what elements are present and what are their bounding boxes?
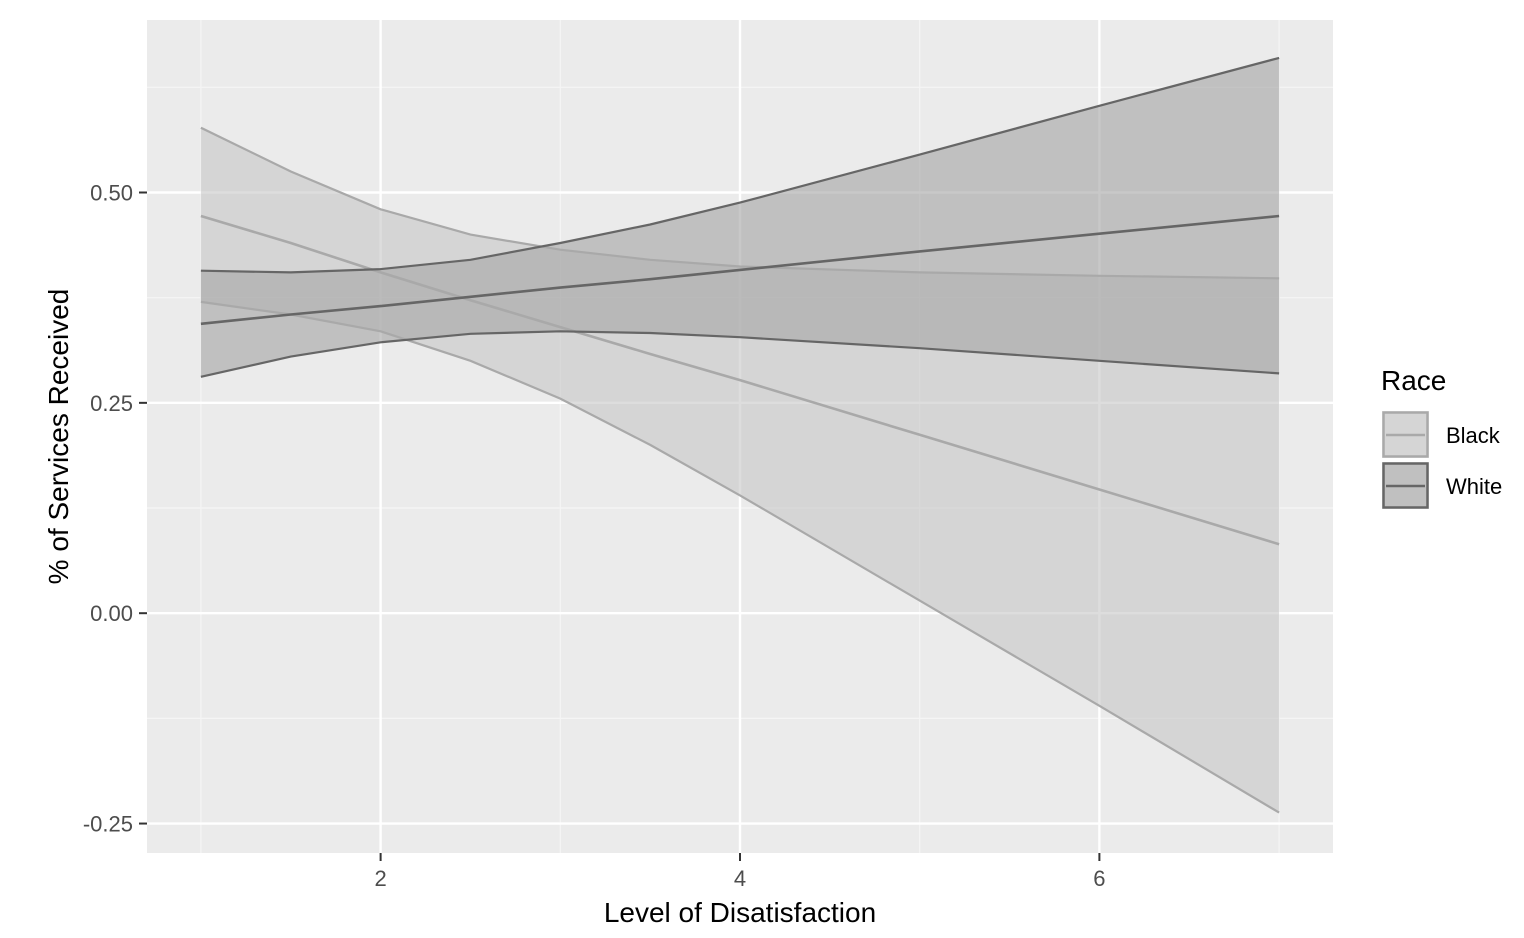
y-tick-label: 0.25 [90,391,133,416]
legend: Race Black White [1381,365,1502,509]
y-tick-label: 0.50 [90,180,133,205]
y-tick-label: -0.25 [83,812,133,837]
x-tick-label: 2 [374,866,386,891]
legend-label-black: Black [1446,423,1501,448]
fit-line-white [200,214,1280,326]
lower-bound-line-white [200,330,1280,378]
fit-lines [200,56,1280,814]
upper-bound-line-black [200,126,1280,280]
x-tick-label: 4 [734,866,746,891]
axis-ticks [139,191,1101,861]
upper-bound-line-white [200,56,1280,274]
x-axis-title: Level of Disatisfaction [604,897,876,928]
y-axis-title: % of Services Received [43,289,74,585]
y-tick-label: 0.00 [90,601,133,626]
axis-tick-labels: 2 4 6 -0.25 0.00 0.25 0.50 [83,180,1106,891]
lower-bound-line-black [200,300,1280,814]
x-tick-label: 6 [1093,866,1105,891]
fit-line-black [200,214,1280,546]
legend-title: Race [1381,365,1446,396]
legend-label-white: White [1446,474,1502,499]
